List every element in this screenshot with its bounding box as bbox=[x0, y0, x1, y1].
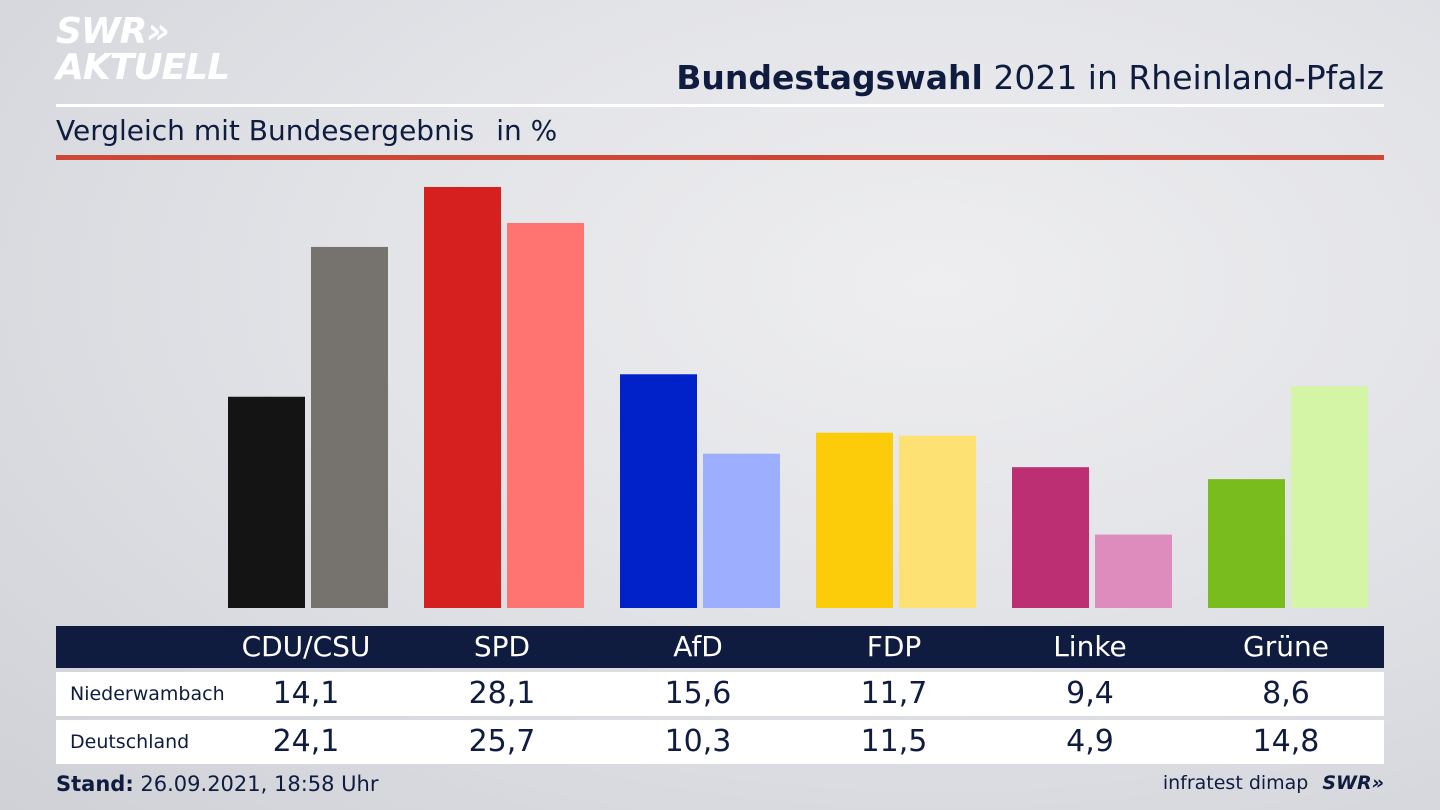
bar-fdp-niederwambach bbox=[816, 432, 893, 608]
bar-spd-niederwambach bbox=[424, 187, 501, 608]
table-cell: 14,8 bbox=[1252, 724, 1320, 759]
title-rest: 2021 in Rheinland-Pfalz bbox=[982, 58, 1384, 97]
bar-linke-deutschland bbox=[1095, 534, 1172, 608]
header-gruene: Grüne bbox=[1243, 630, 1329, 663]
bar-afd-deutschland bbox=[703, 453, 780, 608]
logo-line-1: SWR» bbox=[56, 11, 170, 52]
table-header-row: CDU/CSU SPD AfD FDP Linke Grüne bbox=[56, 626, 1384, 668]
header-fdp: FDP bbox=[866, 630, 922, 663]
header-afd: AfD bbox=[673, 630, 723, 663]
title-bold: Bundestagswahl bbox=[676, 58, 983, 97]
logo-line-2: AKTUELL bbox=[56, 47, 230, 88]
bar-linke-niederwambach bbox=[1012, 467, 1089, 608]
header-spd: SPD bbox=[473, 630, 531, 663]
stand-value: 26.09.2021, 18:58 Uhr bbox=[133, 772, 379, 796]
table-cell: 15,6 bbox=[664, 676, 732, 711]
accent-rule bbox=[56, 155, 1384, 160]
table-cell: 10,3 bbox=[664, 724, 732, 759]
bar-spd-deutschland bbox=[507, 222, 584, 609]
table-cell: 4,9 bbox=[1066, 724, 1114, 759]
timestamp: Stand: 26.09.2021, 18:58 Uhr bbox=[56, 772, 379, 796]
table-cell: 8,6 bbox=[1262, 676, 1310, 711]
bar-gr-ne-niederwambach bbox=[1208, 479, 1285, 608]
table-cell: 28,1 bbox=[468, 676, 536, 711]
table-cell: 11,5 bbox=[860, 724, 928, 759]
table-cell: 24,1 bbox=[272, 724, 340, 759]
header-divider bbox=[56, 104, 1384, 107]
chart-subtitle: Vergleich mit Bundesergebnis in % bbox=[56, 114, 557, 147]
chart-title: Bundestagswahl 2021 in Rheinland-Pfalz bbox=[676, 58, 1384, 97]
bar-gr-ne-deutschland bbox=[1291, 386, 1368, 608]
row-label-niederwambach: Niederwambach bbox=[70, 683, 225, 705]
bar-afd-niederwambach bbox=[620, 374, 697, 608]
table-cell: 11,7 bbox=[860, 676, 928, 711]
unit-label: in % bbox=[496, 114, 558, 147]
stand-label: Stand: bbox=[56, 772, 134, 796]
swr-brand-logo: SWR» bbox=[1322, 772, 1384, 794]
source-credit: infratest dimap SWR» bbox=[1163, 772, 1384, 794]
table-row: Niederwambach 14,1 28,1 15,6 11,7 9,4 8,… bbox=[56, 672, 1384, 716]
source-text: infratest dimap bbox=[1162, 772, 1309, 794]
table-cell: 25,7 bbox=[468, 724, 536, 759]
results-table: CDU/CSU SPD AfD FDP Linke Grüne Niederwa… bbox=[56, 626, 1384, 764]
header-cdu-csu: CDU/CSU bbox=[241, 630, 371, 663]
row-label-deutschland: Deutschland bbox=[70, 731, 190, 753]
bar-fdp-deutschland bbox=[899, 435, 976, 608]
header-linke: Linke bbox=[1053, 630, 1127, 663]
table-row: Deutschland 24,1 25,7 10,3 11,5 4,9 14,8 bbox=[56, 720, 1384, 764]
table-cell: 14,1 bbox=[272, 676, 340, 711]
bar-cdu-csu-niederwambach bbox=[228, 396, 305, 608]
subtitle-text: Vergleich mit Bundesergebnis bbox=[56, 114, 475, 147]
swr-aktuell-logo: SWR» AKTUELL bbox=[56, 11, 230, 88]
bar-cdu-csu-deutschland bbox=[311, 246, 388, 608]
table-cell: 9,4 bbox=[1066, 676, 1114, 711]
